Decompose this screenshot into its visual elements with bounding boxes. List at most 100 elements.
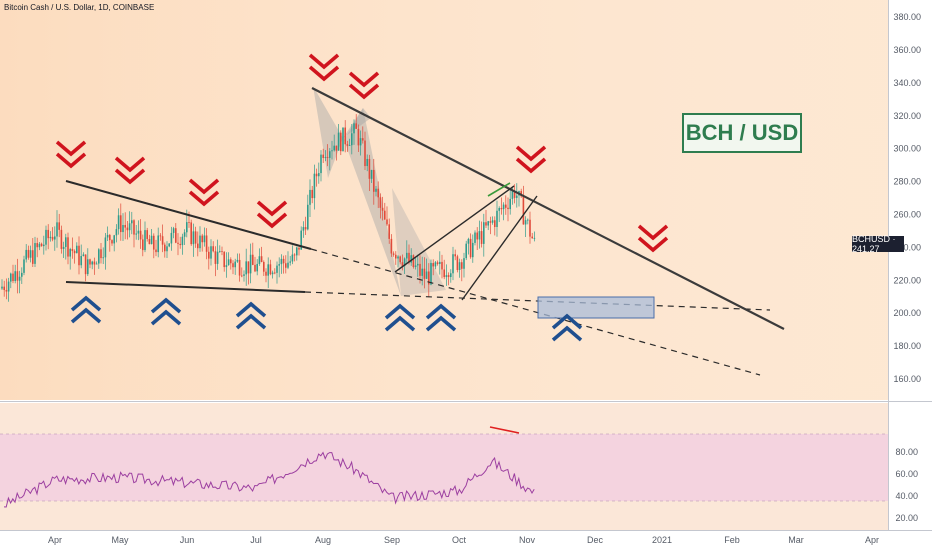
- candle-body: [432, 262, 434, 267]
- rsi-axis: 20.00 40.00 60.00 80.00: [895, 447, 918, 523]
- candle-body: [285, 263, 287, 268]
- candle-body: [175, 228, 177, 243]
- candle-body: [177, 242, 179, 244]
- candle-body: [366, 158, 368, 167]
- harmonic-triangle-4: [392, 188, 446, 296]
- candle-body: [386, 219, 388, 225]
- sell-marker-icon: [256, 200, 288, 229]
- price-tick-label: 360.00: [893, 45, 921, 55]
- candle-body: [62, 246, 65, 249]
- candle-body: [258, 256, 261, 264]
- candle-body: [489, 221, 492, 223]
- candle-body: [221, 251, 223, 252]
- candle-body: [513, 190, 516, 198]
- candle-body: [256, 263, 258, 272]
- candle-body: [183, 232, 186, 237]
- candle-body: [157, 235, 159, 253]
- time-tick-label: Aug: [315, 535, 331, 545]
- chart-title: Bitcoin Cash / U.S. Dollar, 1D, COINBASE: [4, 3, 155, 12]
- candle-body: [298, 247, 300, 250]
- candle-body: [144, 230, 146, 251]
- candle-body: [219, 251, 221, 252]
- candle-body: [153, 235, 155, 250]
- harmonic-pattern: [313, 86, 446, 296]
- candle-body: [245, 261, 247, 275]
- rsi-line: [3, 451, 535, 508]
- candle-body: [401, 262, 404, 267]
- candle-body: [1, 286, 3, 289]
- sell-marker-icon: [515, 145, 547, 174]
- candle-body: [491, 220, 494, 223]
- candle-body: [454, 254, 456, 257]
- sell-markers: [55, 53, 669, 253]
- candle-body: [238, 259, 241, 276]
- candle-body: [333, 145, 335, 151]
- last-price-tag: BCHUSD · 241.27: [852, 234, 904, 254]
- candle-body: [78, 245, 80, 266]
- candle-body: [23, 259, 25, 273]
- candle-body: [113, 235, 115, 244]
- wedge-upper-line: [394, 185, 515, 273]
- candle-body: [412, 255, 415, 267]
- rsi-divergence-line: [489, 426, 520, 434]
- candle-body: [148, 238, 151, 245]
- candle-body: [388, 224, 390, 239]
- candle-body: [230, 259, 232, 264]
- candle-body: [161, 236, 164, 245]
- candle-body: [14, 271, 16, 282]
- candle-body: [223, 251, 225, 268]
- candle-body: [214, 251, 217, 264]
- candle-body: [474, 232, 476, 243]
- candle-body: [439, 261, 441, 265]
- time-tick-label: Oct: [452, 535, 467, 545]
- candle-body: [168, 243, 170, 247]
- candle-body: [399, 256, 401, 263]
- candle-body: [381, 207, 384, 211]
- candle-body: [377, 188, 379, 198]
- candle-body: [199, 235, 201, 249]
- price-tick-label: 380.00: [893, 12, 921, 22]
- candle-body: [122, 224, 124, 233]
- candle-body: [342, 127, 344, 152]
- candle-body: [117, 215, 120, 230]
- rsi-tick-label: 60.00: [895, 469, 918, 479]
- candle-body: [265, 271, 267, 276]
- candle-body: [111, 240, 113, 244]
- candle-body: [254, 264, 256, 272]
- candle-body: [467, 238, 470, 244]
- candle-body: [142, 239, 144, 251]
- candle-body: [166, 246, 168, 252]
- buy-marker-icon: [150, 297, 182, 326]
- candle-body: [67, 237, 69, 257]
- time-tick-label: Mar: [788, 535, 804, 545]
- candle-body: [87, 259, 89, 275]
- candle-body: [29, 250, 32, 258]
- candle-body: [278, 264, 280, 266]
- candle-body: [362, 138, 364, 141]
- candle-body: [505, 204, 507, 208]
- candle-body: [271, 272, 274, 275]
- candle-body: [232, 263, 234, 268]
- time-tick-label: Apr: [865, 535, 879, 545]
- candle-body: [280, 258, 283, 265]
- candle-body: [181, 236, 184, 246]
- candle-body: [529, 219, 531, 237]
- candle-body: [287, 262, 289, 268]
- candle-body: [188, 222, 190, 223]
- candle-body: [73, 251, 76, 254]
- candle-body: [498, 208, 500, 211]
- candle-body: [408, 252, 410, 263]
- candle-body: [47, 229, 49, 239]
- candle-body: [170, 232, 173, 244]
- candle-body: [82, 254, 85, 256]
- candle-body: [406, 252, 408, 259]
- candlestick-series: [1, 114, 536, 302]
- candle-body: [511, 190, 514, 199]
- candle-body: [98, 249, 100, 264]
- candle-body: [331, 150, 333, 152]
- candle-body: [49, 236, 52, 239]
- candle-body: [390, 238, 393, 254]
- support-zone-box: [537, 296, 655, 319]
- buy-marker-icon: [70, 295, 102, 324]
